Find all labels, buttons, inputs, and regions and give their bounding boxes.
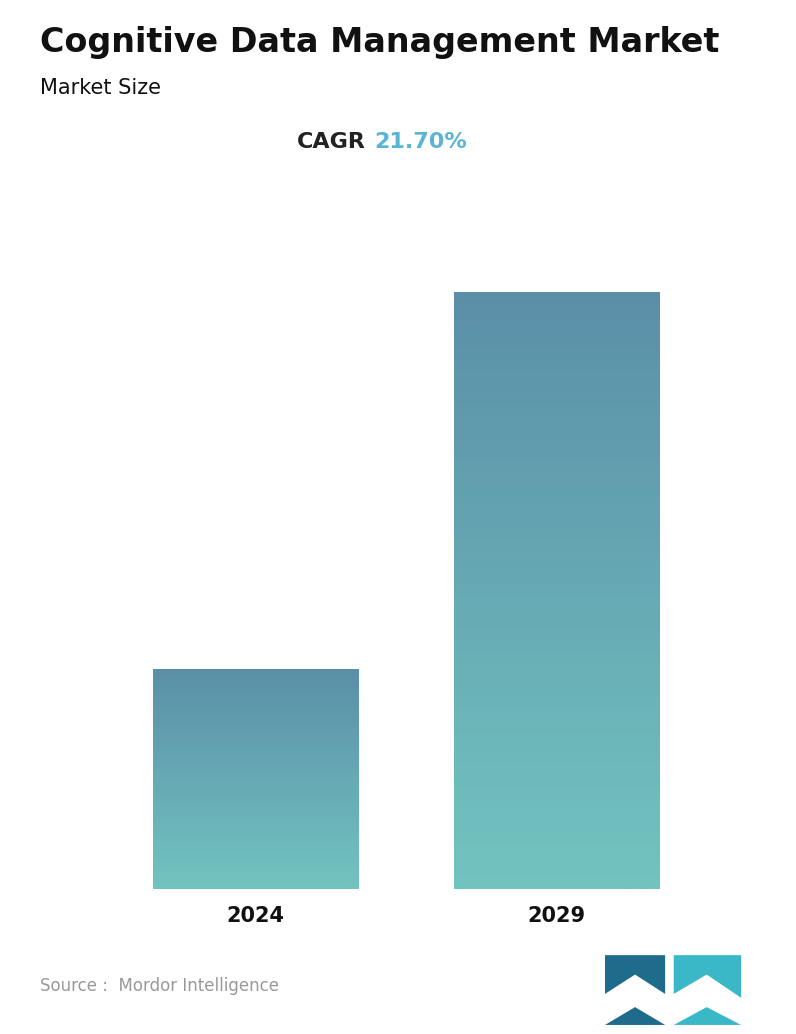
Text: Cognitive Data Management Market: Cognitive Data Management Market — [40, 26, 719, 59]
Polygon shape — [605, 1007, 665, 1025]
Polygon shape — [673, 955, 741, 1025]
Polygon shape — [673, 1007, 741, 1025]
Text: 21.70%: 21.70% — [374, 132, 467, 152]
Text: Source :  Mordor Intelligence: Source : Mordor Intelligence — [40, 977, 279, 995]
Polygon shape — [605, 955, 665, 1025]
Text: Market Size: Market Size — [40, 78, 161, 97]
Text: CAGR: CAGR — [297, 132, 366, 152]
